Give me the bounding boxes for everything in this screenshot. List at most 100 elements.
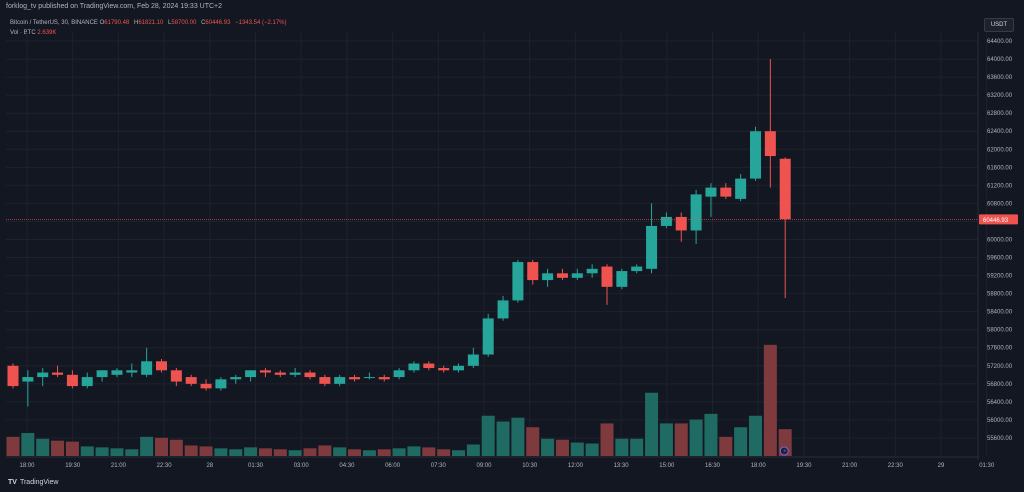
x-tick-label: 19:30	[65, 463, 81, 469]
candle-body	[259, 370, 271, 373]
candle-body	[245, 370, 257, 378]
volume-bar	[258, 448, 272, 456]
publisher-line: forklog_tv published on TradingView.com,…	[6, 3, 223, 10]
high-label: H	[133, 20, 139, 26]
volume-bar	[318, 445, 332, 456]
candle-body	[81, 377, 93, 387]
candle-body	[22, 377, 34, 382]
x-tick-label: 22:30	[157, 463, 173, 469]
low-value: 58700.00	[171, 20, 197, 26]
volume-bar	[437, 449, 451, 456]
volume-bar	[719, 436, 733, 456]
candle-body	[764, 131, 776, 157]
y-tick-label: 57200.00	[987, 364, 1013, 370]
volume-bar	[169, 439, 183, 456]
x-tick-label: 10:30	[522, 463, 538, 469]
volume-bar	[570, 442, 584, 456]
y-tick-label: 58000.00	[987, 328, 1013, 334]
x-tick-label: 21:00	[111, 463, 127, 469]
volume-bar	[288, 450, 302, 456]
candle-body	[363, 377, 375, 379]
volume-bar	[95, 447, 109, 456]
volume-bar	[362, 450, 376, 456]
volume-bar	[348, 449, 362, 456]
volume-bar	[615, 438, 629, 456]
volume-bar	[734, 427, 748, 456]
candle-body	[215, 379, 227, 389]
volume-bar	[452, 450, 465, 456]
volume-bar	[140, 436, 154, 456]
y-tick-label: 59200.00	[987, 274, 1013, 280]
volume-bar	[407, 446, 421, 456]
candle-body	[393, 370, 405, 378]
close-value: 60446.93	[205, 20, 231, 26]
candle-body	[423, 363, 435, 369]
candle-body	[631, 266, 643, 272]
y-tick-label: 64000.00	[987, 57, 1013, 63]
volume-bar	[481, 415, 495, 456]
volume-bar	[600, 423, 614, 456]
volume-bar	[704, 413, 718, 456]
volume-bar	[496, 421, 510, 456]
candle-body	[66, 374, 78, 387]
candle-body	[467, 354, 479, 366]
volume-bar	[244, 447, 258, 456]
candle-body	[304, 372, 316, 378]
y-tick-label: 56400.00	[987, 400, 1013, 406]
volume-bar	[674, 423, 688, 456]
y-tick-label: 62800.00	[987, 111, 1013, 117]
y-tick-label: 63600.00	[987, 75, 1013, 81]
candle-body	[156, 361, 167, 371]
close-label: C	[201, 20, 206, 26]
candle-body	[111, 370, 123, 375]
y-tick-label: 64400.00	[987, 39, 1013, 45]
y-tick-label: 58800.00	[987, 292, 1013, 298]
volume-bar	[21, 433, 35, 456]
volume-bar	[585, 443, 599, 456]
candle-body	[616, 271, 628, 287]
candle-body	[735, 178, 747, 199]
candle-body	[378, 377, 390, 380]
footer-bar: TV TradingView	[0, 474, 1024, 492]
x-tick-label: 04:30	[339, 463, 355, 469]
volume-bar	[80, 446, 94, 456]
candle-body	[482, 318, 494, 355]
candle-body	[571, 273, 583, 278]
volume-bar	[689, 419, 703, 456]
candle-body	[542, 273, 554, 281]
x-tick-label: 03:00	[294, 463, 310, 469]
candle-body	[274, 372, 286, 375]
lightning-badge-icon	[779, 446, 789, 456]
volume-bar	[125, 449, 139, 456]
x-tick-label: 15:00	[659, 463, 675, 469]
volume-label[interactable]: Vol · BTC	[10, 30, 36, 36]
candle-body	[289, 372, 301, 375]
low-label: L	[168, 20, 172, 26]
open-label: O	[99, 20, 105, 26]
y-tick-label: 59600.00	[987, 256, 1013, 262]
x-tick-label: 28	[206, 463, 213, 469]
candle-body	[779, 158, 791, 220]
volume-bar	[555, 439, 569, 456]
candle-body	[438, 368, 450, 371]
candle-body	[200, 383, 212, 389]
footer-brand: TradingView	[19, 479, 59, 486]
currency-button[interactable]: USDT	[984, 18, 1014, 32]
x-tick-label: 19:30	[796, 463, 812, 469]
candle-body	[720, 187, 732, 197]
volume-bar	[526, 427, 540, 456]
candle-body	[170, 370, 182, 382]
y-tick-label: 62400.00	[987, 129, 1013, 135]
candle-body	[126, 370, 138, 373]
x-tick-label: 18:00	[751, 463, 767, 469]
volume-bar	[51, 440, 65, 456]
volume-bar	[333, 447, 347, 456]
candle-body	[705, 187, 717, 197]
volume-bar	[630, 438, 644, 456]
candle-body	[646, 225, 658, 269]
tradingview-logo[interactable]: TV TradingView	[8, 479, 58, 486]
candle-body	[586, 268, 598, 274]
candle-body	[497, 300, 509, 319]
symbol-line[interactable]: Bitcoin / TetherUS, 30, BINANCE	[10, 20, 98, 26]
